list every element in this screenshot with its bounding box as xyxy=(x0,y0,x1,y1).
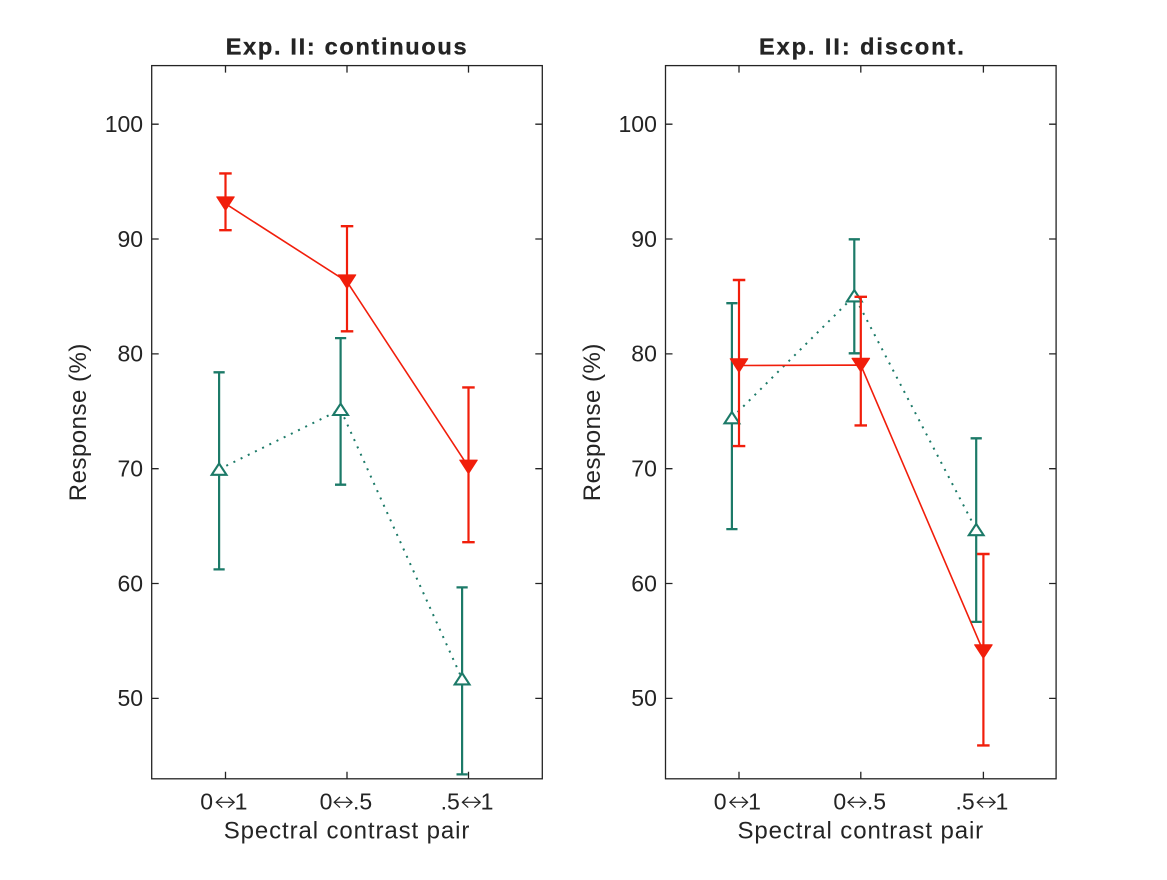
svg-text:Spectral contrast pair: Spectral contrast pair xyxy=(738,818,985,845)
svg-text:0: 0 xyxy=(320,788,333,814)
svg-text:100: 100 xyxy=(105,111,143,137)
svg-text:0: 0 xyxy=(833,788,846,814)
svg-text:.5: .5 xyxy=(867,788,886,814)
svg-text:50: 50 xyxy=(118,685,144,711)
svg-text:90: 90 xyxy=(118,226,144,252)
svg-text:Response (%): Response (%) xyxy=(579,343,606,501)
svg-text:.5: .5 xyxy=(353,788,372,814)
svg-text:80: 80 xyxy=(118,341,144,367)
svg-text:Exp. II: continuous: Exp. II: continuous xyxy=(226,34,469,60)
svg-text:70: 70 xyxy=(118,456,144,482)
svg-text:.5: .5 xyxy=(441,788,460,814)
svg-text:60: 60 xyxy=(118,570,144,596)
svg-text:0: 0 xyxy=(200,788,213,814)
svg-text:60: 60 xyxy=(631,570,657,596)
svg-text:90: 90 xyxy=(631,226,657,252)
svg-text:Exp. II: discont.: Exp. II: discont. xyxy=(759,34,966,60)
svg-text:Spectral contrast pair: Spectral contrast pair xyxy=(224,818,471,845)
svg-text:100: 100 xyxy=(619,111,657,137)
svg-text:1: 1 xyxy=(748,788,761,814)
svg-text:.5: .5 xyxy=(956,788,975,814)
svg-text:0: 0 xyxy=(714,788,727,814)
svg-text:Response (%): Response (%) xyxy=(65,343,92,501)
svg-text:50: 50 xyxy=(631,685,657,711)
svg-text:1: 1 xyxy=(481,788,494,814)
svg-text:1: 1 xyxy=(235,788,248,814)
svg-text:70: 70 xyxy=(631,456,657,482)
svg-text:1: 1 xyxy=(996,788,1009,814)
svg-text:80: 80 xyxy=(631,341,657,367)
